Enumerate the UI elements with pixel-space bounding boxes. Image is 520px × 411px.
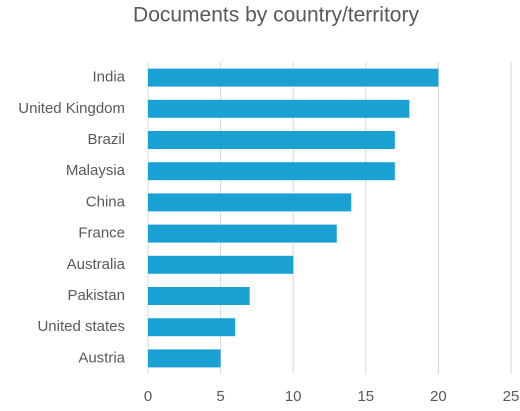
- y-tick-label: India: [92, 69, 125, 86]
- x-tick-label: 20: [430, 388, 447, 405]
- bar: [148, 162, 395, 181]
- bar: [148, 255, 294, 274]
- x-tick-label: 15: [357, 388, 374, 405]
- x-tick-label: 0: [144, 388, 152, 405]
- y-tick-label: Austria: [78, 349, 125, 366]
- y-tick-label: Brazil: [87, 131, 125, 148]
- bar: [148, 99, 410, 118]
- bar: [148, 68, 439, 87]
- y-tick-label: Australia: [67, 256, 126, 273]
- bar: [148, 287, 250, 305]
- bar: [148, 224, 337, 243]
- chart-title: Documents by country/territory: [133, 4, 419, 27]
- y-tick-label: China: [86, 193, 126, 210]
- y-tick-label: United states: [37, 318, 125, 335]
- bar: [148, 193, 352, 212]
- bar: [148, 349, 221, 368]
- y-tick-label: Malaysia: [66, 162, 126, 179]
- x-tick-label: 5: [216, 388, 224, 405]
- x-tick-label: 10: [285, 388, 302, 405]
- x-tick-label: 25: [503, 388, 520, 405]
- y-tick-label: Pakistan: [67, 287, 125, 304]
- bar: [148, 318, 236, 337]
- y-tick-label: United Kingdom: [18, 100, 125, 117]
- y-tick-label: France: [78, 225, 125, 242]
- bar: [148, 131, 395, 149]
